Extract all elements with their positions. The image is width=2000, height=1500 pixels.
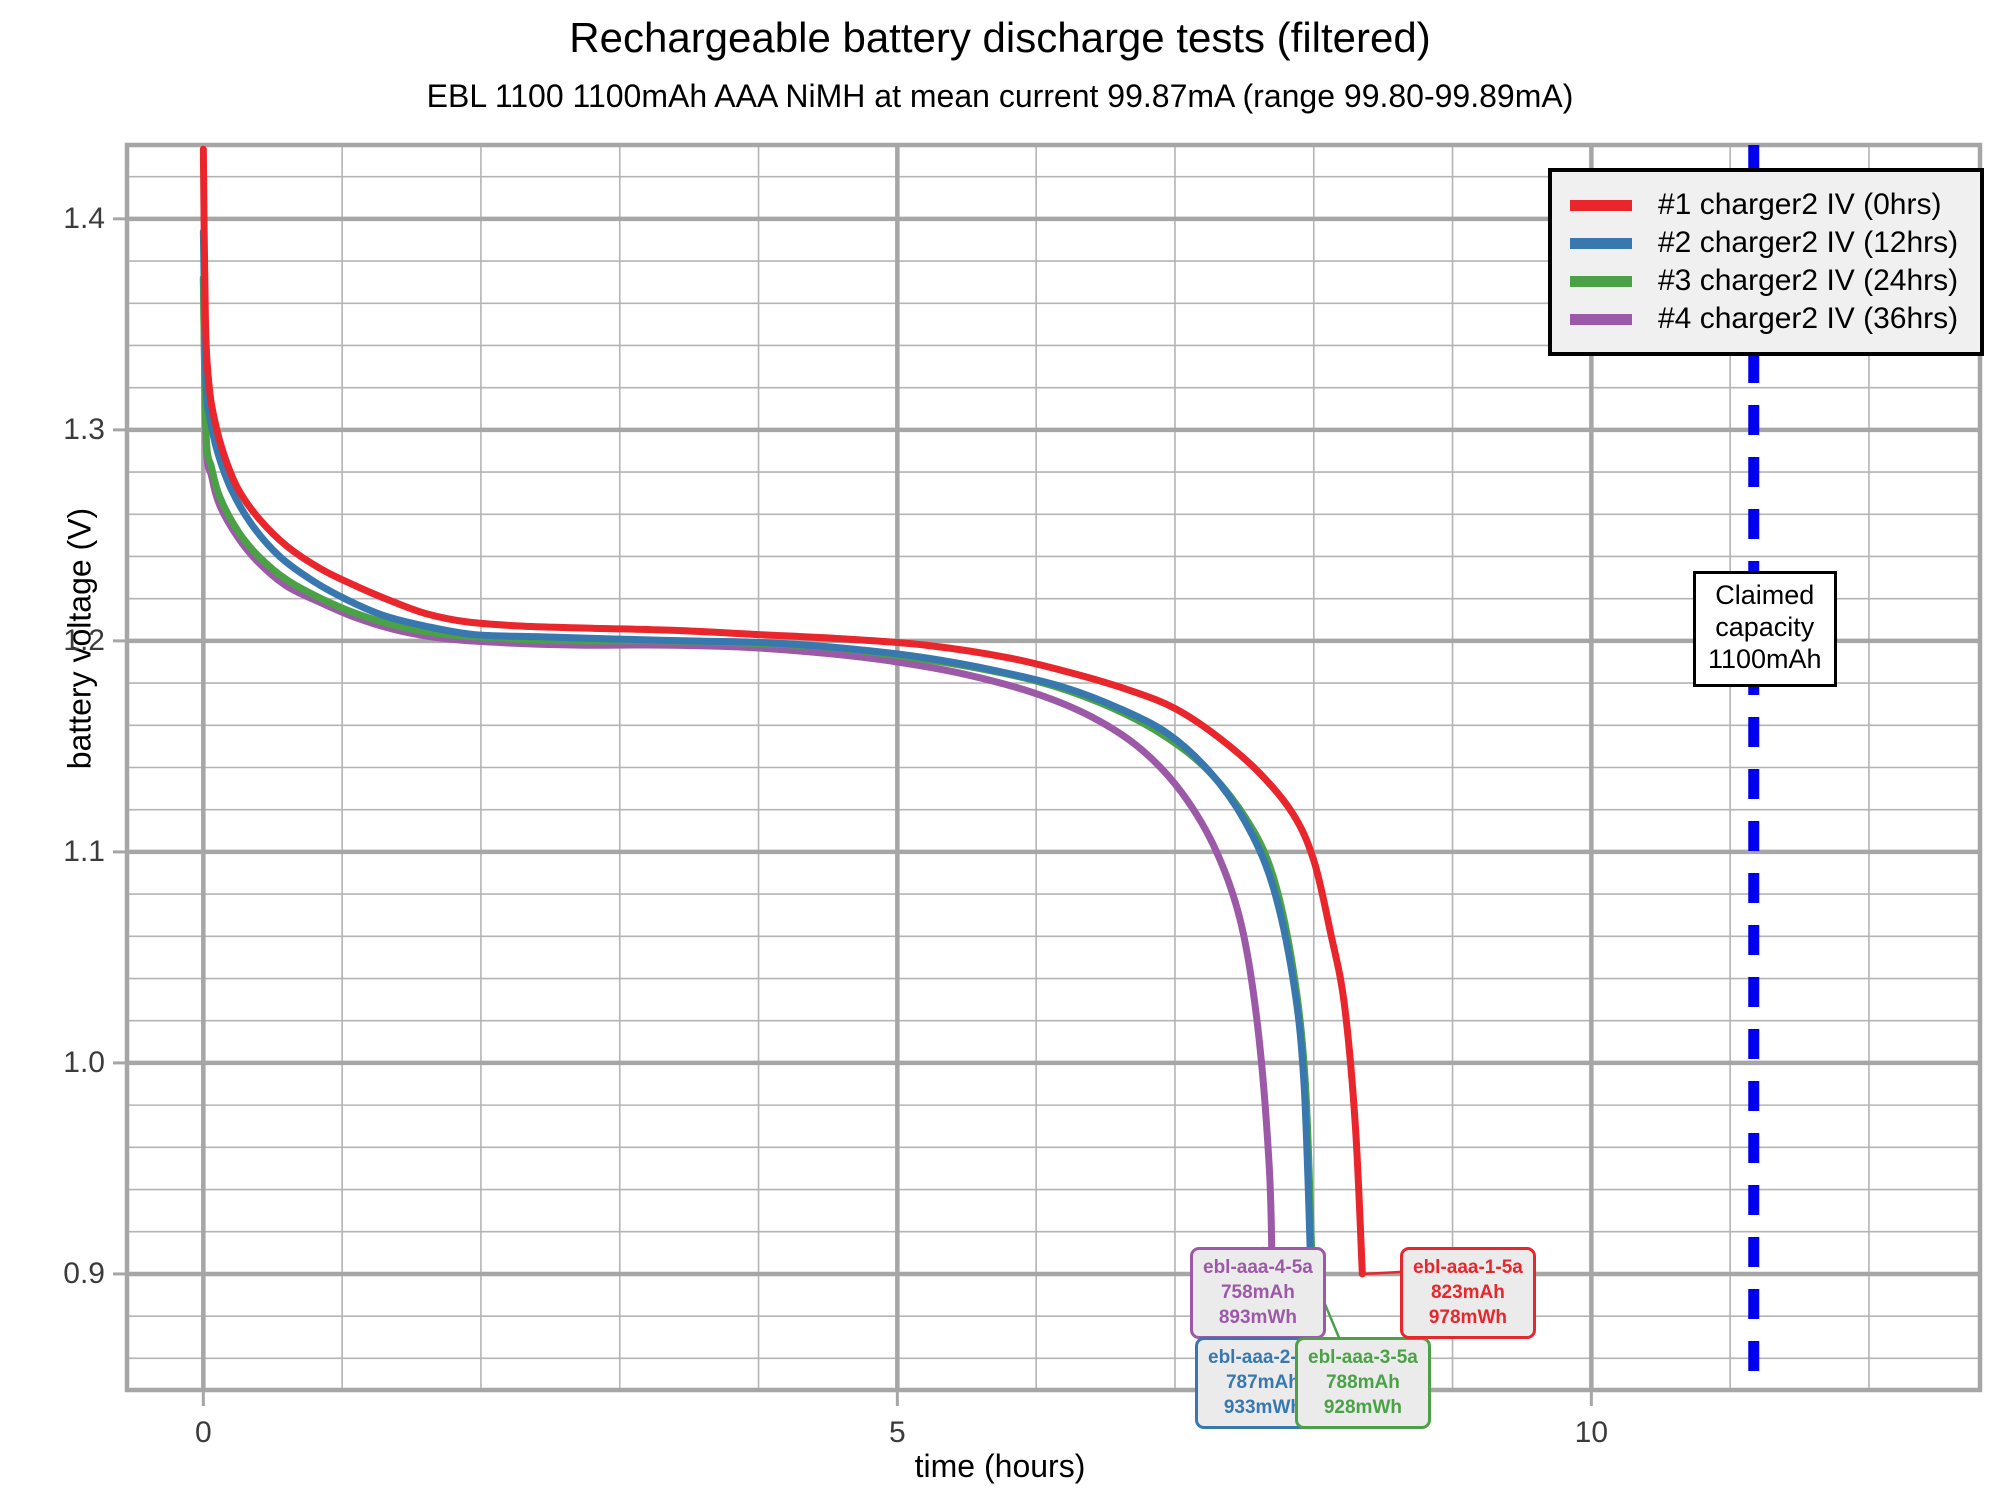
- x-tick-label: 5: [889, 1416, 906, 1449]
- legend-item[interactable]: #1 charger2 IV (0hrs): [1570, 186, 1958, 224]
- data-label-capacity: 787mAh: [1225, 1372, 1300, 1394]
- data-label-ebl-aaa-4-5a: ebl-aaa-4-5a 758mAh 893mWh: [1190, 1247, 1326, 1340]
- series-line-ebl-aaa-1-5a: [199, 145, 1366, 1278]
- y-tick-label: 1.3: [63, 412, 105, 446]
- legend-item-label: #4 charger2 IV (36hrs): [1658, 302, 1959, 335]
- claimed-capacity-annotation: Claimed capacity 1100mAh: [1693, 571, 1837, 687]
- chart-subtitle: EBL 1100 1100mAh AAA NiMH at mean curren…: [426, 78, 1574, 114]
- data-label-name: ebl-aaa-3-5a: [1308, 1347, 1418, 1368]
- y-tick-label: 0.9: [63, 1256, 105, 1290]
- legend-item[interactable]: #2 charger2 IV (12hrs): [1570, 224, 1958, 262]
- data-label-energy: 928mWh: [1323, 1397, 1402, 1419]
- legend-item[interactable]: #4 charger2 IV (36hrs): [1570, 300, 1958, 338]
- y-tick-label: 1.4: [63, 201, 105, 235]
- legend-item-label: #3 charger2 IV (24hrs): [1658, 264, 1959, 297]
- data-label-ebl-aaa-1-5a: ebl-aaa-1-5a 823mAh 978mWh: [1400, 1247, 1536, 1340]
- claimed-line-1: Claimed: [1715, 580, 1815, 610]
- legend-color-swatch: [1570, 237, 1632, 249]
- legend-item-label: #1 charger2 IV (0hrs): [1658, 188, 1942, 221]
- leader-line-ebl-aaa-1-5a: [1362, 1270, 1401, 1276]
- data-label-capacity: 758mAh: [1220, 1282, 1295, 1304]
- legend-item-label: #2 charger2 IV (12hrs): [1658, 226, 1959, 259]
- legend-color-swatch: [1570, 199, 1632, 211]
- series-line-ebl-aaa-2-5a: [199, 228, 1315, 1278]
- legend-item[interactable]: #3 charger2 IV (24hrs): [1570, 262, 1958, 300]
- y-tick-label: 1.1: [63, 834, 105, 868]
- chart-legend: #1 charger2 IV (0hrs) #2 charger2 IV (12…: [1548, 168, 1985, 356]
- data-label-name: ebl-aaa-4-5a: [1203, 1257, 1313, 1278]
- legend-color-swatch: [1570, 275, 1632, 287]
- plot-border: [124, 142, 1983, 1393]
- y-tick-label: 1.0: [63, 1045, 105, 1079]
- data-label-name: ebl-aaa-1-5a: [1413, 1257, 1523, 1278]
- data-label-capacity: 823mAh: [1430, 1282, 1505, 1304]
- x-tick-label: 10: [1574, 1416, 1609, 1449]
- claimed-line-2: capacity: [1715, 611, 1815, 642]
- chart-title: Rechargeable battery discharge tests (fi…: [569, 14, 1431, 61]
- data-label-energy: 978mWh: [1428, 1307, 1507, 1329]
- x-tick-label: 0: [194, 1416, 212, 1449]
- data-label-name: ebl-aaa-2-5a: [1208, 1347, 1318, 1368]
- y-tick-label: 1.2: [63, 623, 105, 657]
- series-line-ebl-aaa-4-5a: [199, 274, 1276, 1278]
- x-axis-label: time (hours): [914, 1448, 1086, 1484]
- data-label-energy: 893mWh: [1218, 1307, 1297, 1329]
- claimed-line-3: 1100mAh: [1708, 643, 1822, 674]
- data-label-capacity: 788mAh: [1325, 1372, 1400, 1394]
- data-label-energy: 933mWh: [1223, 1397, 1302, 1419]
- legend-color-swatch: [1570, 313, 1632, 325]
- data-label-ebl-aaa-3-5a: ebl-aaa-3-5a 788mAh 928mWh: [1295, 1337, 1431, 1430]
